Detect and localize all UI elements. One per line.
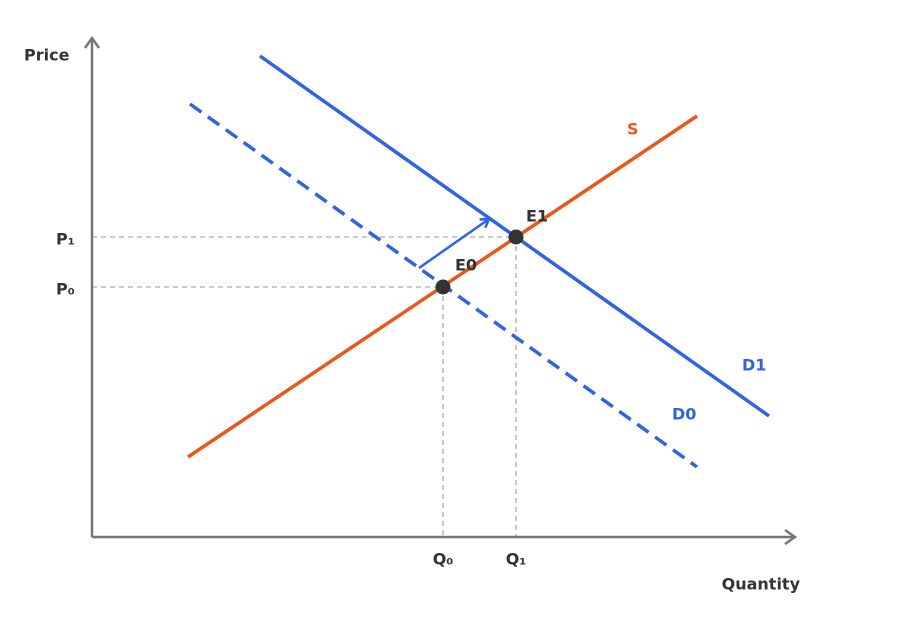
shift-arrow [418,219,489,270]
price-label: P₁ [56,230,75,249]
y-axis [83,35,101,537]
quantity-label: Q₀ [433,550,454,569]
equilibrium-label: E0 [455,256,477,275]
equilibrium-label: E1 [526,207,548,226]
curve-label: D0 [672,405,696,424]
equilibrium-point [508,229,524,245]
x-axis [92,528,798,546]
y-axis-label: Price [24,46,70,65]
curve-label: D1 [742,356,766,375]
price-label: P₀ [56,280,75,299]
curve-label: S [627,120,639,139]
x-axis-label: Quantity [722,575,801,594]
quantity-label: Q₁ [506,550,527,569]
equilibrium-point [435,279,451,295]
